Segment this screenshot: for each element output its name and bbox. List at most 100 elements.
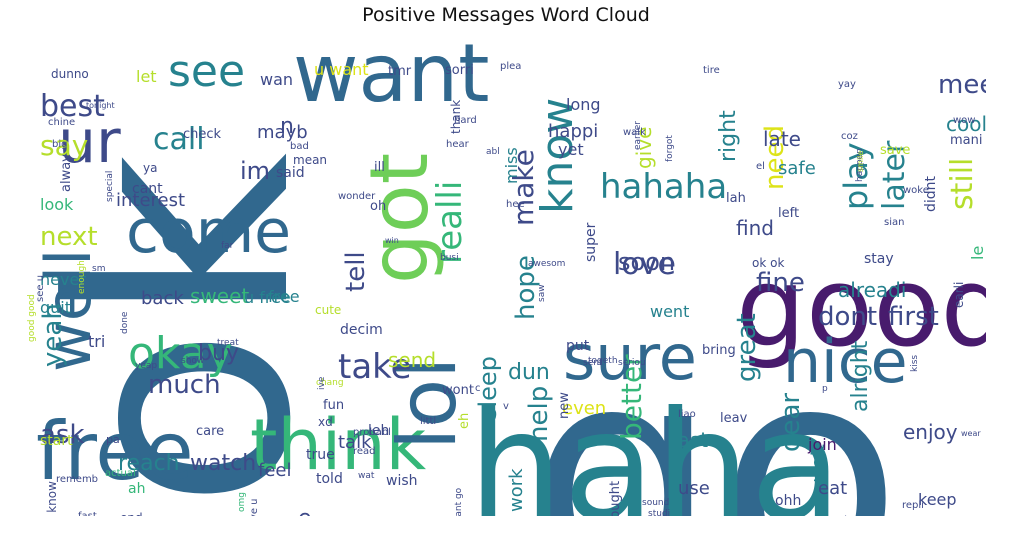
word-mayb: mayb	[257, 122, 308, 143]
word-okay: okay	[128, 328, 233, 379]
word-woke: woke	[903, 185, 929, 196]
word-miss: miss	[502, 147, 521, 184]
word-im: im	[240, 157, 271, 185]
word-win: win	[385, 236, 399, 245]
word-u-want: u want	[314, 60, 369, 79]
word-want: want	[293, 32, 490, 120]
word-dunno: dunno	[51, 67, 89, 81]
word-earli: earli	[952, 281, 966, 308]
word-true: true	[306, 447, 335, 463]
word-el: el	[756, 161, 765, 172]
word-never: never	[40, 270, 86, 289]
word-next: next	[40, 222, 98, 252]
word-care: care	[196, 424, 225, 439]
word-soon: soon	[618, 248, 676, 276]
chart-title: Positive Messages Word Cloud	[362, 4, 650, 26]
word-studi: studi	[648, 509, 671, 517]
word-thought: thought	[608, 480, 623, 516]
word-late: late	[763, 127, 801, 151]
word-send: send	[388, 348, 437, 372]
word-seriou: seriou	[618, 358, 646, 368]
word-lah: lah	[726, 191, 746, 206]
word-smile: smile	[856, 150, 865, 172]
word-buy: buy	[198, 341, 239, 366]
word-tri: tri	[88, 332, 106, 351]
word-alway: alway	[59, 154, 74, 192]
word-omg: omg	[237, 492, 247, 512]
word-tell: tell	[341, 251, 371, 292]
word-sure: sure	[563, 321, 697, 394]
word-ill: ill	[374, 160, 385, 175]
word-call: call	[153, 122, 205, 157]
word-leh: leh	[368, 423, 390, 439]
word-reach: reach	[118, 451, 180, 476]
word-cloud: okugohahagoodwantfreethinklolgotcomesure…	[18, 32, 986, 516]
word-earlier: earlier	[633, 121, 643, 150]
word-forgot: forgot	[665, 135, 675, 162]
word-told: told	[316, 471, 343, 487]
word-c: c	[475, 383, 481, 394]
word-yet: yet	[558, 140, 584, 159]
word-ok-ok: ok ok	[752, 256, 785, 270]
word-safe: safe	[778, 158, 816, 179]
word-v: v	[503, 401, 509, 412]
word-probabl: probabl	[353, 427, 391, 438]
word-treat: treat	[217, 338, 239, 348]
word-yay: yay	[838, 79, 856, 90]
word-chang: chang	[316, 378, 344, 388]
word-oh: oh	[370, 199, 387, 214]
word-best: best	[40, 89, 105, 124]
word-said: said	[276, 165, 305, 181]
word-mani: mani	[950, 133, 983, 148]
word-realli: realli	[430, 180, 470, 264]
word-hard: hard	[454, 115, 477, 126]
word-enough: enough	[77, 260, 87, 294]
word-see: see	[168, 46, 246, 97]
word-put: put	[566, 338, 590, 354]
word-fun: fun	[323, 398, 345, 413]
word-stay: stay	[864, 251, 894, 267]
word-keep: keep	[918, 490, 957, 509]
word-tmr: tmr	[388, 64, 412, 79]
word-far: far	[221, 241, 234, 251]
word-sm: sm	[92, 264, 106, 274]
word-sweet: sweet	[190, 284, 250, 308]
word-togeth: togeth	[588, 356, 618, 366]
word-repli: repli	[902, 500, 924, 511]
word-back: back	[141, 288, 184, 309]
word-fine: fine	[756, 268, 805, 298]
word-awesom: awesom	[528, 259, 566, 269]
word-hee: hee	[506, 199, 525, 210]
word-wonder: wonder	[338, 191, 376, 202]
word-xd: xd	[318, 415, 333, 429]
word-alreadi: alreadi	[838, 278, 907, 302]
word-bad: bad	[290, 141, 309, 152]
word-liao: liao	[678, 409, 696, 420]
word-help: help	[524, 385, 554, 442]
word-ya: ya	[143, 161, 158, 175]
word-alright: alright	[848, 340, 873, 412]
word-cool: cool	[946, 112, 986, 136]
word-look: look	[40, 195, 74, 214]
word-yeap: yeap	[135, 361, 158, 371]
word-wont: wont	[442, 383, 474, 398]
word-bring: bring	[702, 343, 736, 358]
word-last: last	[672, 428, 709, 452]
word-super: super	[583, 222, 599, 262]
word-sian: sian	[884, 217, 905, 228]
word-new: new	[557, 392, 572, 419]
word-littl: littl	[420, 416, 437, 427]
word-mean: mean	[293, 153, 328, 167]
word-wan: wan	[260, 70, 294, 89]
word-dont: dont	[818, 302, 878, 332]
word-work: work	[506, 468, 527, 512]
word-first: first	[888, 302, 939, 332]
word-ive: ive	[317, 376, 327, 390]
word-use: use	[678, 478, 710, 499]
word-got: got	[353, 152, 446, 284]
word-rememb: rememb	[56, 474, 99, 485]
word-ask: ask	[40, 420, 85, 450]
word-interest: interest	[116, 190, 186, 211]
word-let: let	[136, 67, 157, 86]
word-see-u: see u	[35, 274, 46, 302]
